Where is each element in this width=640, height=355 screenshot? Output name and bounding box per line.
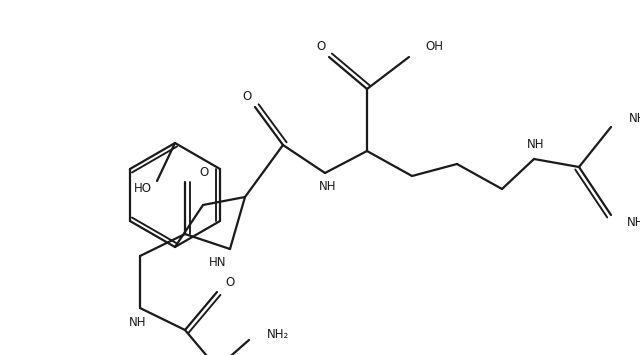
Text: O: O xyxy=(243,91,252,104)
Text: OH: OH xyxy=(425,40,443,54)
Text: O: O xyxy=(199,165,208,179)
Text: NH: NH xyxy=(527,138,545,152)
Text: NH: NH xyxy=(129,316,147,328)
Text: NH: NH xyxy=(627,217,640,229)
Text: HN: HN xyxy=(209,257,227,269)
Text: NH₂: NH₂ xyxy=(267,328,289,342)
Text: NH: NH xyxy=(319,180,337,193)
Text: O: O xyxy=(316,40,326,54)
Text: O: O xyxy=(225,275,234,289)
Text: NH₂: NH₂ xyxy=(629,113,640,126)
Text: HO: HO xyxy=(134,182,152,196)
